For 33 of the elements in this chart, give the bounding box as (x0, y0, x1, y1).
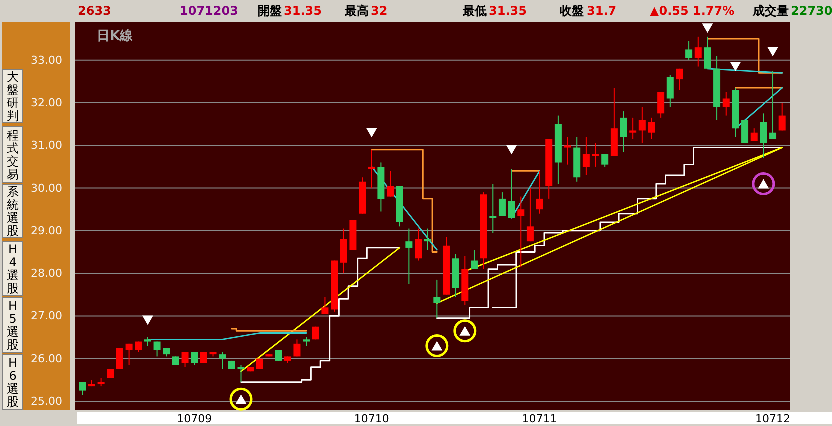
text: H5選股 (7, 299, 19, 352)
y-tick-label: 26.00 (31, 352, 62, 366)
x-tick-label: 10710 (354, 412, 390, 426)
text: 22730 (791, 4, 832, 18)
text: 31.35 (284, 4, 322, 18)
y-tick-label: 31.00 (31, 139, 62, 152)
y-tick-label: 33.00 (31, 54, 62, 67)
text: 程式交易 (7, 128, 19, 182)
y-tick-label: 30.00 (31, 182, 62, 195)
text: 最高 (344, 4, 369, 18)
text: 日K線 (97, 29, 134, 44)
text: 成交量 (752, 4, 789, 18)
text: 系統選股 (7, 185, 19, 238)
y-tick-label: 28.00 (31, 267, 62, 280)
text: 開盤 (258, 4, 282, 18)
x-tick-label: 10712 (756, 412, 791, 426)
y-tick-label: 27.00 (31, 310, 62, 323)
text: 31.35 (489, 4, 527, 18)
y-tick-label: 25.00 (31, 394, 62, 408)
y-tick-label: 32.00 (31, 96, 62, 110)
text: H4選股 (7, 242, 19, 296)
text: 2633 (78, 4, 112, 18)
text: ▲0.55 1.77% (650, 4, 735, 18)
text: 最低 (462, 4, 487, 18)
text: H6選股 (7, 356, 19, 409)
text: 收盤 (560, 4, 584, 18)
text: 大盤研判 (7, 70, 19, 123)
y-tick-label: 29.00 (31, 224, 62, 238)
text: 31.7 (587, 4, 617, 18)
x-tick-label: 10709 (177, 412, 212, 426)
text: 32 (371, 4, 388, 18)
text: 1071203 (180, 4, 238, 18)
x-tick-label: 10711 (522, 412, 558, 426)
